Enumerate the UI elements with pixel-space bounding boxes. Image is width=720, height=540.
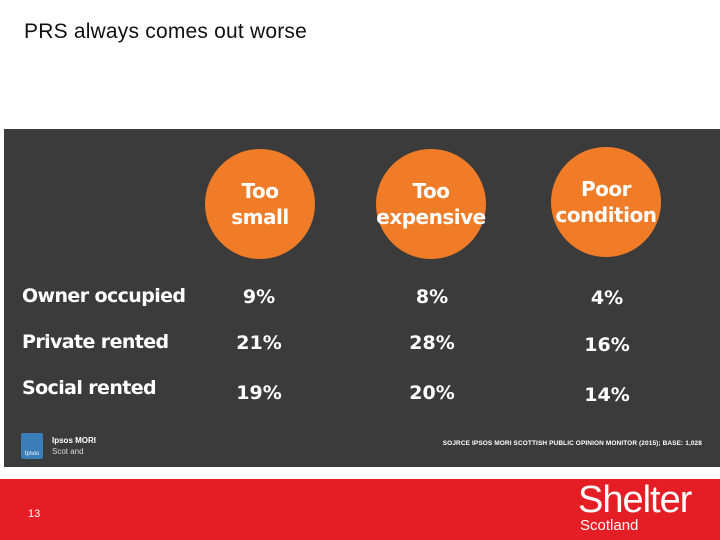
cell-owner-poor-condition: 4%: [590, 287, 624, 309]
ipsos-logo-icon: Ipsos: [21, 433, 43, 459]
row-label-private-rented: Private rented: [22, 331, 169, 353]
column-header-too-expensive: Too expensive: [376, 149, 486, 259]
shelter-logo-sub: Scotland: [580, 517, 639, 534]
row-label-owner-occupied: Owner occupied: [22, 285, 186, 307]
cell-social-too-expensive: 20%: [409, 382, 455, 404]
column-header-poor-condition: Poor condition: [551, 147, 661, 257]
slide-title: PRS always comes out worse: [24, 20, 307, 43]
cell-social-poor-condition: 14%: [584, 384, 630, 406]
shelter-logo: Shelter: [578, 479, 692, 521]
ipsos-logo-label: Ipsos: [24, 451, 40, 457]
ipsos-name: Ipsos MORI: [52, 436, 97, 445]
cell-private-too-small: 21%: [236, 332, 282, 354]
cell-social-too-small: 19%: [236, 382, 282, 404]
cell-private-poor-condition: 16%: [584, 334, 630, 356]
cell-owner-too-expensive: 8%: [415, 286, 449, 308]
column-header-too-small: Too small: [205, 149, 315, 259]
source-note: SOJRCE IPSOS MORI SCOTTISH PUBLIC OPINIO…: [442, 440, 702, 447]
footer-bar: 13 Shelter Scotland: [0, 479, 720, 540]
row-label-social-rented: Social rented: [22, 377, 157, 399]
cell-private-too-expensive: 28%: [409, 332, 455, 354]
ipsos-sub: Scot and: [52, 447, 84, 456]
cell-owner-too-small: 9%: [242, 286, 276, 308]
survey-panel: Too small Too expensive Poor condition O…: [4, 129, 720, 467]
page-number: 13: [28, 508, 41, 520]
